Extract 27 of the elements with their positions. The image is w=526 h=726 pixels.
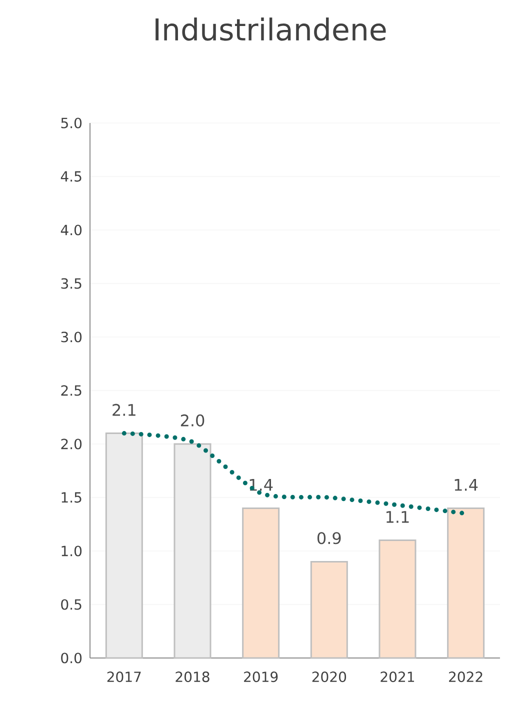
data-label: 1.1 [386, 511, 409, 523]
x-tick-label: 2020 [312, 672, 346, 682]
text: 0.0 [61, 652, 82, 664]
bar [447, 507, 485, 659]
x-tick-label: 2018 [176, 672, 210, 682]
x-tick-label: 2022 [449, 672, 482, 682]
text: 2.0 [61, 438, 82, 450]
data-label: 2.1 [112, 404, 136, 416]
data-label: 1.4 [454, 478, 478, 491]
x-tick-label: 2019 [244, 672, 278, 682]
chart-title: Industrilandene [156, 18, 386, 41]
data-label: 2.0 [180, 414, 204, 426]
text: 0.5 [61, 599, 82, 610]
x-tick-label: 2017 [107, 672, 141, 682]
text: 5.0 [61, 118, 82, 128]
text: 4.0 [60, 224, 82, 236]
x-tick-label: 2021 [380, 672, 414, 682]
text: 4.5 [60, 171, 82, 182]
text: 1.0 [62, 546, 82, 556]
text: 1.5 [62, 492, 82, 503]
text: 3.5 [61, 278, 82, 289]
text: 2.5 [61, 385, 82, 396]
bar [310, 560, 348, 659]
text: 3.0 [61, 332, 82, 342]
bar [378, 540, 416, 659]
bar [242, 507, 280, 659]
data-label: 0.9 [317, 532, 341, 544]
